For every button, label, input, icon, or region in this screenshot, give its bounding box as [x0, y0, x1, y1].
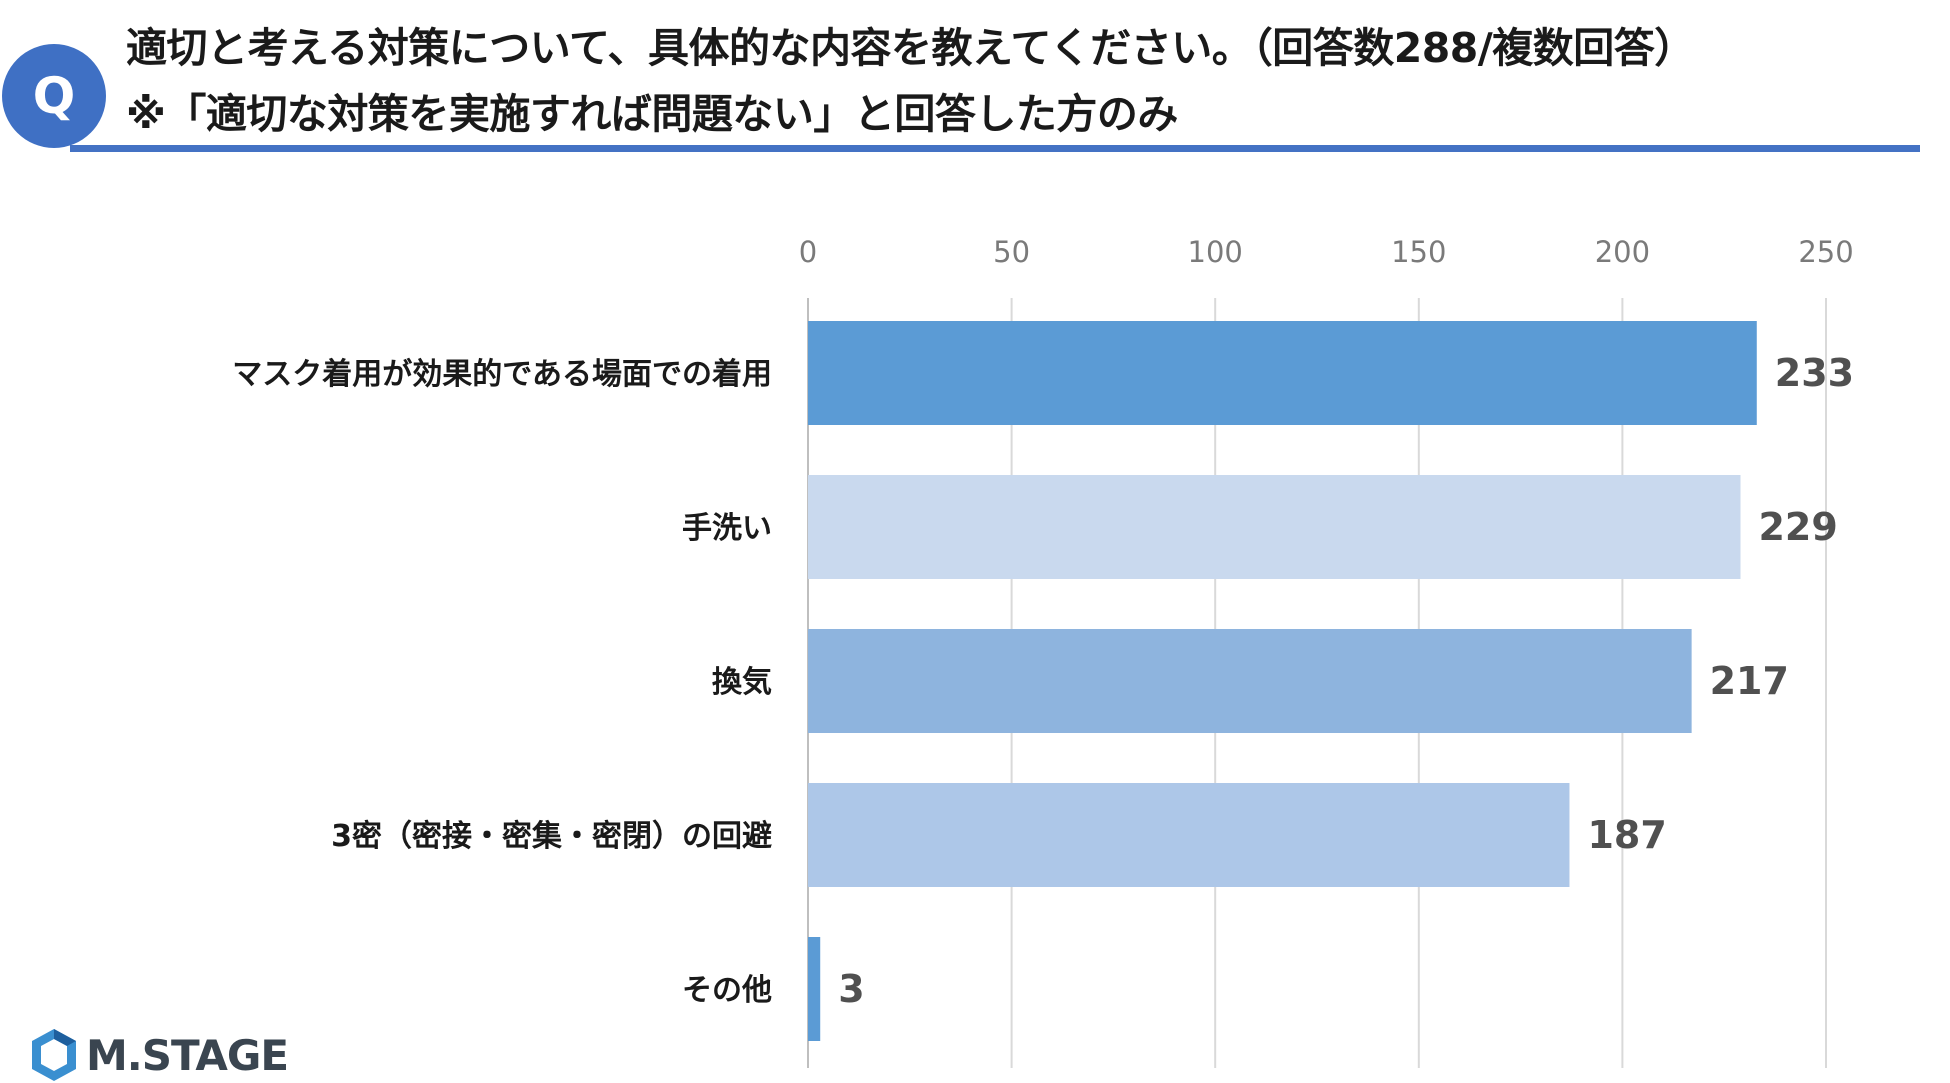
question-badge: Q: [2, 44, 106, 148]
x-tick-label: 200: [1595, 235, 1650, 269]
question-subtitle: ※「適切な対策を実施すれば問題ない」と回答した方のみ: [126, 90, 1178, 138]
x-tick-label: 250: [1798, 235, 1853, 269]
category-label: 換気: [712, 665, 772, 700]
x-tick-label: 50: [993, 235, 1030, 269]
category-label: その他: [682, 973, 772, 1008]
x-tick-label: 100: [1188, 235, 1243, 269]
logo-text: M.STAGE: [86, 1030, 289, 1080]
data-label: 3: [838, 967, 864, 1011]
data-label: 217: [1710, 659, 1789, 703]
category-label: 手洗い: [682, 511, 772, 546]
category-label: マスク着用が効果的である場面での着用: [232, 357, 772, 392]
data-label: 229: [1758, 505, 1837, 549]
category-label: 3密（密接・密集・密閉）の回避: [331, 819, 772, 854]
bar: [808, 321, 1757, 425]
bar: [808, 629, 1692, 733]
data-label: 187: [1587, 813, 1666, 857]
question-title: 適切と考える対策について、具体的な内容を教えてください。（回答数288/複数回答…: [126, 24, 1695, 72]
bar: [808, 937, 821, 1041]
brand-logo: M.STAGE: [28, 1027, 289, 1083]
bar: [808, 783, 1570, 887]
hexagon-logo-icon: [32, 1029, 76, 1081]
title-underline: [70, 145, 1920, 152]
x-tick-label: 150: [1391, 235, 1446, 269]
bar: [808, 475, 1741, 579]
data-label: 233: [1775, 351, 1854, 395]
x-tick-label: 0: [799, 235, 817, 269]
